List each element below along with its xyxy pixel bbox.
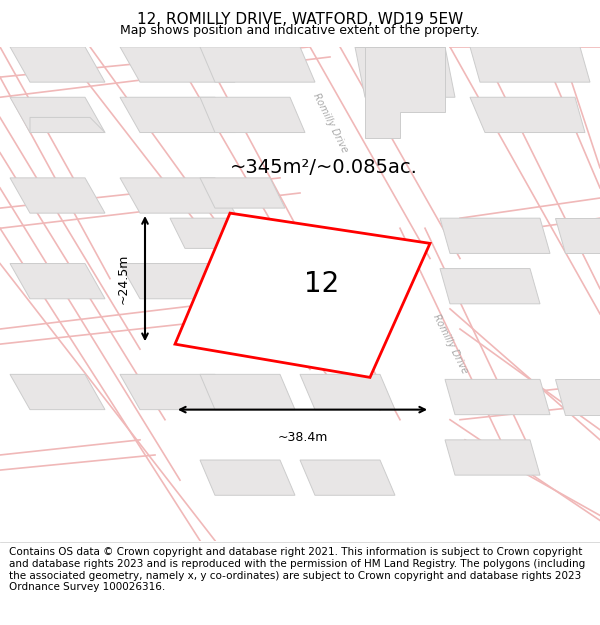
Polygon shape xyxy=(555,218,600,254)
Text: 12, ROMILLY DRIVE, WATFORD, WD19 5EW: 12, ROMILLY DRIVE, WATFORD, WD19 5EW xyxy=(137,12,463,27)
Polygon shape xyxy=(300,374,395,409)
Polygon shape xyxy=(200,374,295,409)
Polygon shape xyxy=(120,98,235,132)
Polygon shape xyxy=(200,178,285,208)
Text: Romilly Drive: Romilly Drive xyxy=(431,312,469,376)
Polygon shape xyxy=(175,213,430,378)
Polygon shape xyxy=(10,98,105,132)
Text: ~24.5m: ~24.5m xyxy=(116,254,130,304)
Polygon shape xyxy=(120,264,235,299)
Polygon shape xyxy=(200,47,315,82)
Polygon shape xyxy=(30,118,105,132)
Polygon shape xyxy=(355,47,455,98)
Text: ~345m²/~0.085ac.: ~345m²/~0.085ac. xyxy=(230,158,418,177)
Text: Contains OS data © Crown copyright and database right 2021. This information is : Contains OS data © Crown copyright and d… xyxy=(9,548,585,592)
Polygon shape xyxy=(470,47,590,82)
Polygon shape xyxy=(440,218,550,254)
Text: 12: 12 xyxy=(304,271,339,298)
Polygon shape xyxy=(200,460,295,495)
Polygon shape xyxy=(120,374,235,409)
Polygon shape xyxy=(10,374,105,409)
Polygon shape xyxy=(170,218,275,248)
Text: Romilly Drive: Romilly Drive xyxy=(311,91,349,154)
Text: Map shows position and indicative extent of the property.: Map shows position and indicative extent… xyxy=(120,24,480,36)
Text: ~38.4m: ~38.4m xyxy=(277,431,328,444)
Polygon shape xyxy=(445,379,550,414)
Polygon shape xyxy=(555,379,600,414)
Polygon shape xyxy=(120,47,235,82)
Polygon shape xyxy=(445,440,540,475)
Polygon shape xyxy=(470,98,585,132)
Polygon shape xyxy=(300,460,395,495)
Polygon shape xyxy=(355,47,445,138)
Polygon shape xyxy=(10,264,105,299)
Polygon shape xyxy=(10,178,105,213)
Polygon shape xyxy=(10,47,105,82)
Polygon shape xyxy=(440,269,540,304)
Polygon shape xyxy=(120,178,235,213)
Polygon shape xyxy=(200,98,305,132)
